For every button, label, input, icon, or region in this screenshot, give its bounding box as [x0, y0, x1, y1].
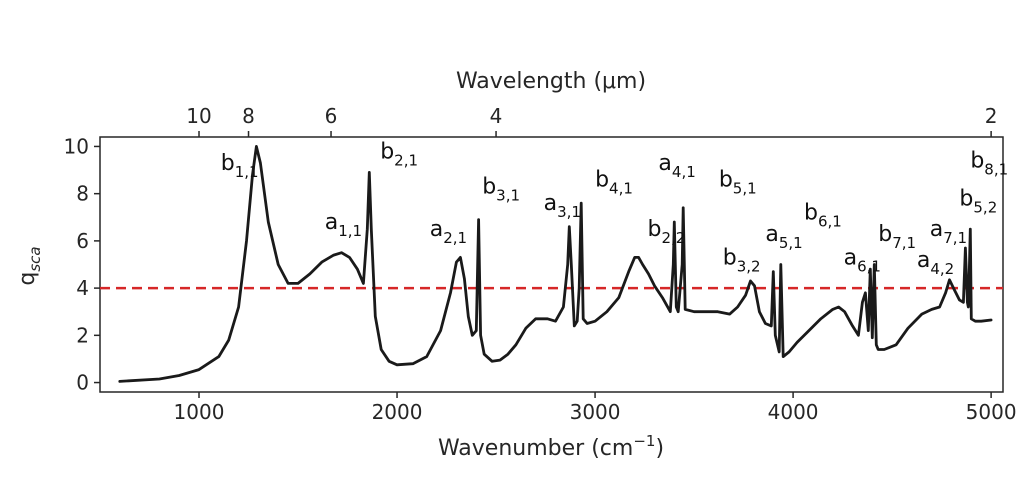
x-tick-label: 2000	[372, 400, 423, 424]
top-axis-label: Wavelength (μm)	[456, 69, 646, 94]
peak-label-b-3-1: b3,1	[482, 175, 520, 205]
y-tick-label: 4	[76, 276, 89, 300]
top-tick-label: 8	[242, 104, 255, 128]
peak-label-a-1-1: a1,1	[325, 210, 362, 240]
peak-label-b-7-1: b7,1	[878, 222, 916, 252]
peak-label-b-3-2: b3,2	[723, 246, 761, 276]
y-axis-label: qsca	[15, 246, 44, 285]
peak-label-b-1-1: b1,1	[221, 151, 259, 181]
peak-label-a-5-1: a5,1	[765, 222, 802, 252]
top-tick-label: 6	[325, 104, 338, 128]
peak-label-b-4-1: b4,1	[595, 168, 633, 198]
y-tick-label: 8	[76, 182, 89, 206]
top-tick-label: 4	[490, 104, 503, 128]
peak-label-b-2-2: b2,2	[648, 217, 686, 247]
peak-label-a-2-1: a2,1	[430, 217, 467, 247]
peak-label-a-4-2: a4,2	[917, 248, 954, 278]
y-tick-label: 2	[76, 323, 89, 347]
peak-label-b-2-1: b2,1	[380, 139, 418, 169]
peak-label-b-5-2: b5,2	[959, 186, 997, 216]
peak-label-a-6-1: a6,1	[844, 246, 881, 276]
y-tick-label: 10	[64, 134, 89, 158]
y-tick-label: 0	[76, 371, 89, 395]
x-tick-label: 4000	[768, 400, 819, 424]
x-tick-label: 1000	[174, 400, 225, 424]
top-tick-label: 2	[985, 104, 998, 128]
peak-label-b-8-1: b8,1	[970, 149, 1008, 179]
x-tick-label: 5000	[966, 400, 1017, 424]
peak-label-a-3-1: a3,1	[544, 191, 581, 221]
plot-frame	[99, 136, 1004, 393]
spectrum-curve	[118, 145, 993, 383]
peak-label-b-5-1: b5,1	[719, 168, 757, 198]
y-tick-label: 6	[76, 229, 89, 253]
peak-label-a-4-1: a4,1	[658, 151, 695, 181]
peak-label-a-7-1: a7,1	[930, 217, 967, 247]
x-tick-label: 3000	[570, 400, 621, 424]
bottom-axis-label: Wavenumber (cm−1)	[438, 432, 664, 461]
peak-label-b-6-1: b6,1	[804, 201, 842, 231]
top-tick-label: 10	[186, 104, 211, 128]
